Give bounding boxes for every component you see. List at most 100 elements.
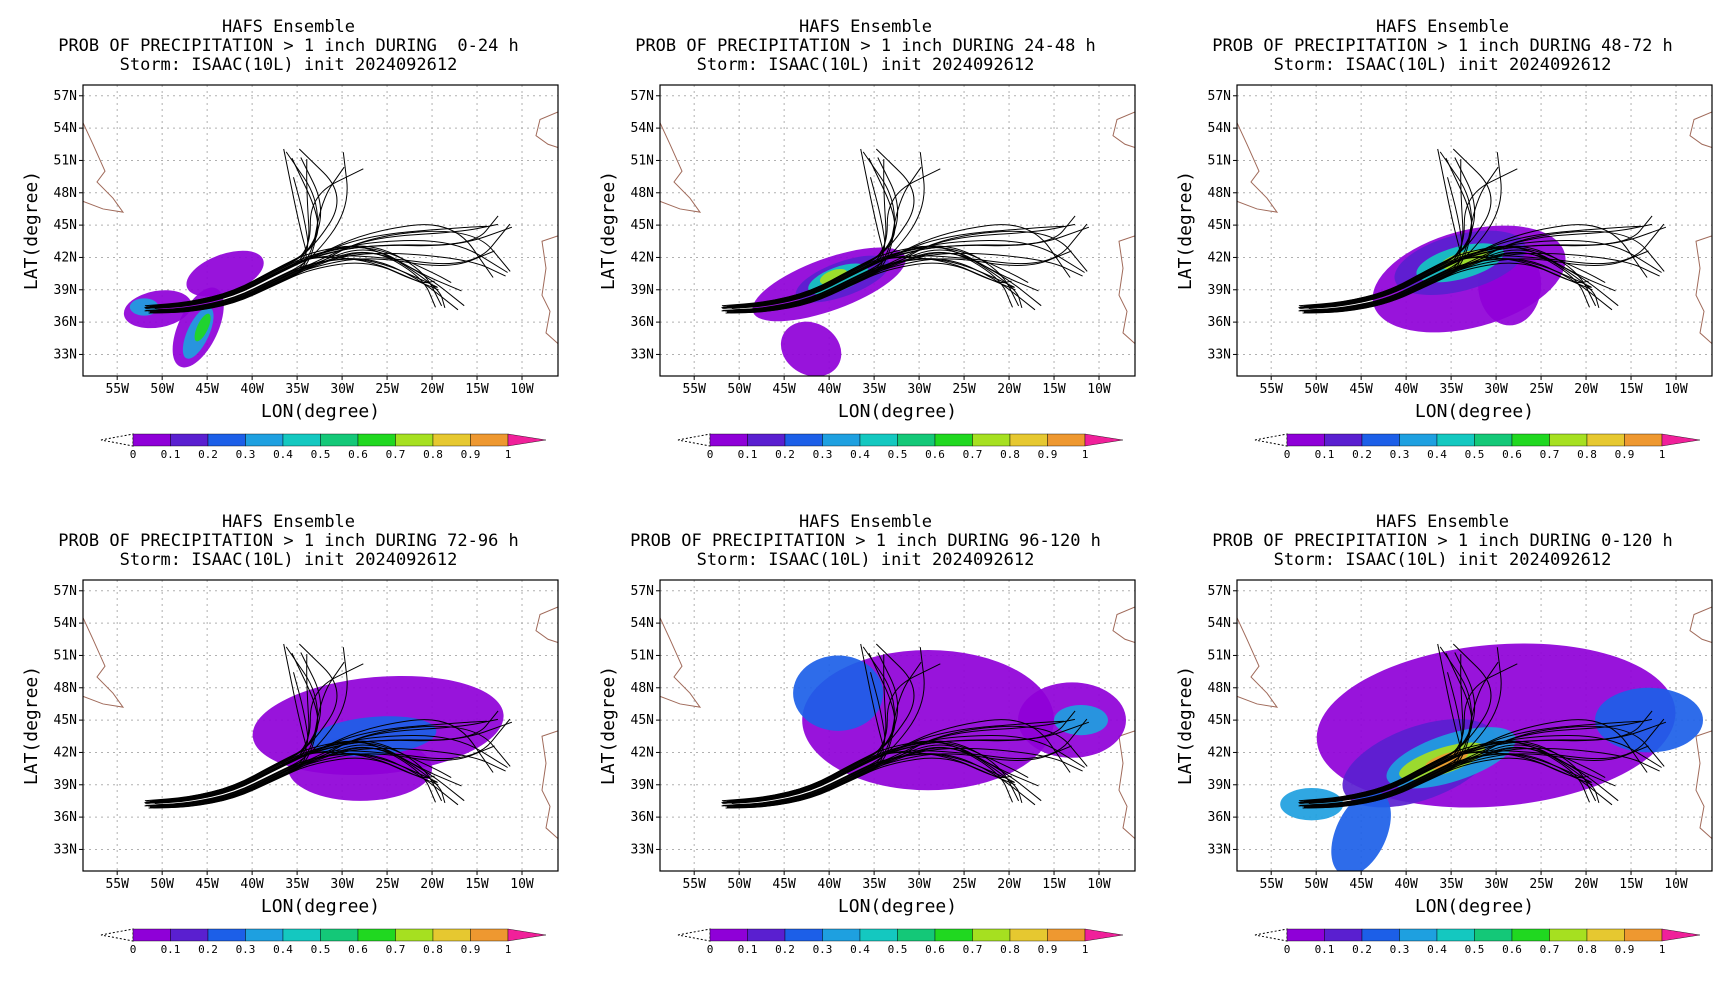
colorbar-tick-label: 0.8	[423, 448, 443, 461]
coastline	[83, 606, 558, 840]
colorbar-segment	[1399, 928, 1438, 942]
colorbar-segment	[207, 928, 246, 942]
map-panel-0-120h: HAFS Ensemble PROB OF PRECIPITATION > 1 …	[1154, 495, 1731, 990]
colorbar-tick-label: 0.4	[1427, 943, 1447, 956]
coastline	[1237, 111, 1712, 345]
iberia-coast	[1118, 235, 1135, 345]
ensemble-track	[149, 247, 452, 308]
colorbar-tick-label: 0.4	[850, 943, 870, 956]
colorbar-tick-label: 0.8	[1577, 943, 1597, 956]
lat-tick-label: 39N	[631, 778, 654, 793]
ensemble-tracks	[1298, 643, 1667, 809]
ensemble-tracks	[144, 643, 513, 809]
ensemble-track	[149, 157, 322, 307]
lon-tick-label: 15W	[465, 877, 489, 892]
lat-tick-label: 39N	[1208, 283, 1231, 298]
colorbar-segment	[1624, 433, 1663, 447]
panel-title-storm: Storm: ISAAC(10L) init 2024092612	[119, 55, 458, 75]
ensemble-track	[734, 251, 1013, 313]
colorbar-tick-label: 0.8	[1000, 448, 1020, 461]
colorbar-segment	[1624, 928, 1663, 942]
colorbar-tick-label: 0.8	[423, 943, 443, 956]
colorbar-underflow	[677, 433, 711, 447]
lon-tick-label: 10W	[1087, 382, 1111, 397]
lon-tick-label: 55W	[682, 382, 706, 397]
lat-tick-label: 36N	[54, 315, 77, 330]
colorbar-tick-label: 0.3	[1390, 448, 1410, 461]
colorbar: 0 0.1 0.2 0.3 0.4 0.5 0.6 0.7 0.8 0.9 1	[677, 433, 1124, 461]
colorbar-tick-label: 0.3	[813, 943, 833, 956]
ensemble-track	[145, 753, 438, 806]
panel-title-storm: Storm: ISAAC(10L) init 2024092612	[119, 550, 458, 570]
colorbar-segment	[282, 928, 321, 942]
colorbar-tick-label: 0.1	[738, 943, 758, 956]
colorbar-segment	[1511, 928, 1550, 942]
map-panel-48-72h: HAFS Ensemble PROB OF PRECIPITATION > 1 …	[1154, 0, 1731, 495]
colorbar-segment	[132, 928, 171, 942]
colorbar-tick-label: 0	[707, 943, 714, 956]
newfoundland-coast	[660, 617, 702, 708]
probability-area	[780, 321, 842, 376]
colorbar-tick-label: 0.7	[386, 448, 406, 461]
lon-tick-label: 50W	[1304, 382, 1328, 397]
colorbar-tick-label: 0.5	[1465, 943, 1485, 956]
ensemble-track	[726, 247, 1029, 308]
ensemble-track	[1302, 225, 1641, 309]
colorbar-segment	[934, 433, 973, 447]
panel-title-storm: Storm: ISAAC(10L) init 2024092612	[696, 55, 1035, 75]
colorbar-tick-label: 0.3	[236, 943, 256, 956]
ensemble-track	[1302, 718, 1653, 807]
lat-tick-label: 48N	[54, 186, 77, 201]
colorbar-segment	[470, 433, 509, 447]
colorbar-segment	[1047, 928, 1086, 942]
lat-tick-label: 54N	[631, 121, 654, 136]
lon-tick-label: 25W	[952, 877, 976, 892]
colorbar-tick-label: 1	[1082, 448, 1089, 461]
lon-tick-label: 40W	[1394, 382, 1418, 397]
colorbar-tick-label: 0.6	[925, 943, 945, 956]
colorbar-tick-label: 0.5	[311, 943, 331, 956]
lon-tick-label: 55W	[1259, 382, 1283, 397]
lat-tick-label: 51N	[54, 153, 77, 168]
map-frame	[82, 84, 559, 377]
lat-tick-label: 36N	[1208, 810, 1231, 825]
panel-title-product: PROB OF PRECIPITATION > 1 inch DURING 96…	[630, 531, 1101, 551]
colorbar-tick-label: 0.6	[348, 943, 368, 956]
probability-area	[194, 313, 211, 342]
colorbar-tick-label: 0.9	[1615, 448, 1635, 461]
lon-tick-label: 45W	[1349, 382, 1373, 397]
ensemble-track	[148, 223, 499, 312]
ensemble-track	[725, 223, 1076, 312]
map-panel-96-120h: HAFS Ensemble PROB OF PRECIPITATION > 1 …	[577, 495, 1154, 990]
ensemble-track	[726, 652, 899, 802]
ensemble-tracks	[721, 643, 1090, 809]
lon-tick-label: 30W	[907, 877, 931, 892]
probability-area	[793, 655, 884, 731]
colorbar-tick-label: 0.2	[198, 448, 218, 461]
probability-area	[310, 716, 437, 757]
colorbar: 0 0.1 0.2 0.3 0.4 0.5 0.6 0.7 0.8 0.9 1	[1254, 928, 1701, 956]
probability-area	[1054, 705, 1108, 736]
colorbar-segment	[207, 433, 246, 447]
colorbar-segment	[245, 433, 284, 447]
y-axis-label: LAT(degree)	[598, 171, 619, 290]
lat-tick-label: 57N	[1208, 89, 1231, 104]
lon-tick-label: 30W	[330, 877, 354, 892]
colorbar-tick-label: 0.3	[1390, 943, 1410, 956]
colorbar-segment	[1399, 433, 1438, 447]
ireland-coast	[535, 111, 558, 148]
lat-tick-label: 33N	[631, 842, 654, 857]
lat-tick-label: 48N	[631, 186, 654, 201]
ensemble-track	[725, 262, 1012, 314]
colorbar: 0 0.1 0.2 0.3 0.4 0.5 0.6 0.7 0.8 0.9 1	[100, 433, 547, 461]
lat-tick-label: 51N	[1208, 648, 1231, 663]
lat-tick-label: 33N	[54, 842, 77, 857]
lat-tick-label: 51N	[1208, 153, 1231, 168]
ensemble-track	[157, 251, 436, 313]
ensemble-tracks	[1298, 148, 1667, 314]
lat-tick-label: 57N	[54, 89, 77, 104]
ensemble-track	[1303, 742, 1606, 803]
ensemble-track	[157, 746, 436, 808]
lon-tick-label: 25W	[1529, 382, 1553, 397]
lon-tick-label: 20W	[997, 382, 1021, 397]
